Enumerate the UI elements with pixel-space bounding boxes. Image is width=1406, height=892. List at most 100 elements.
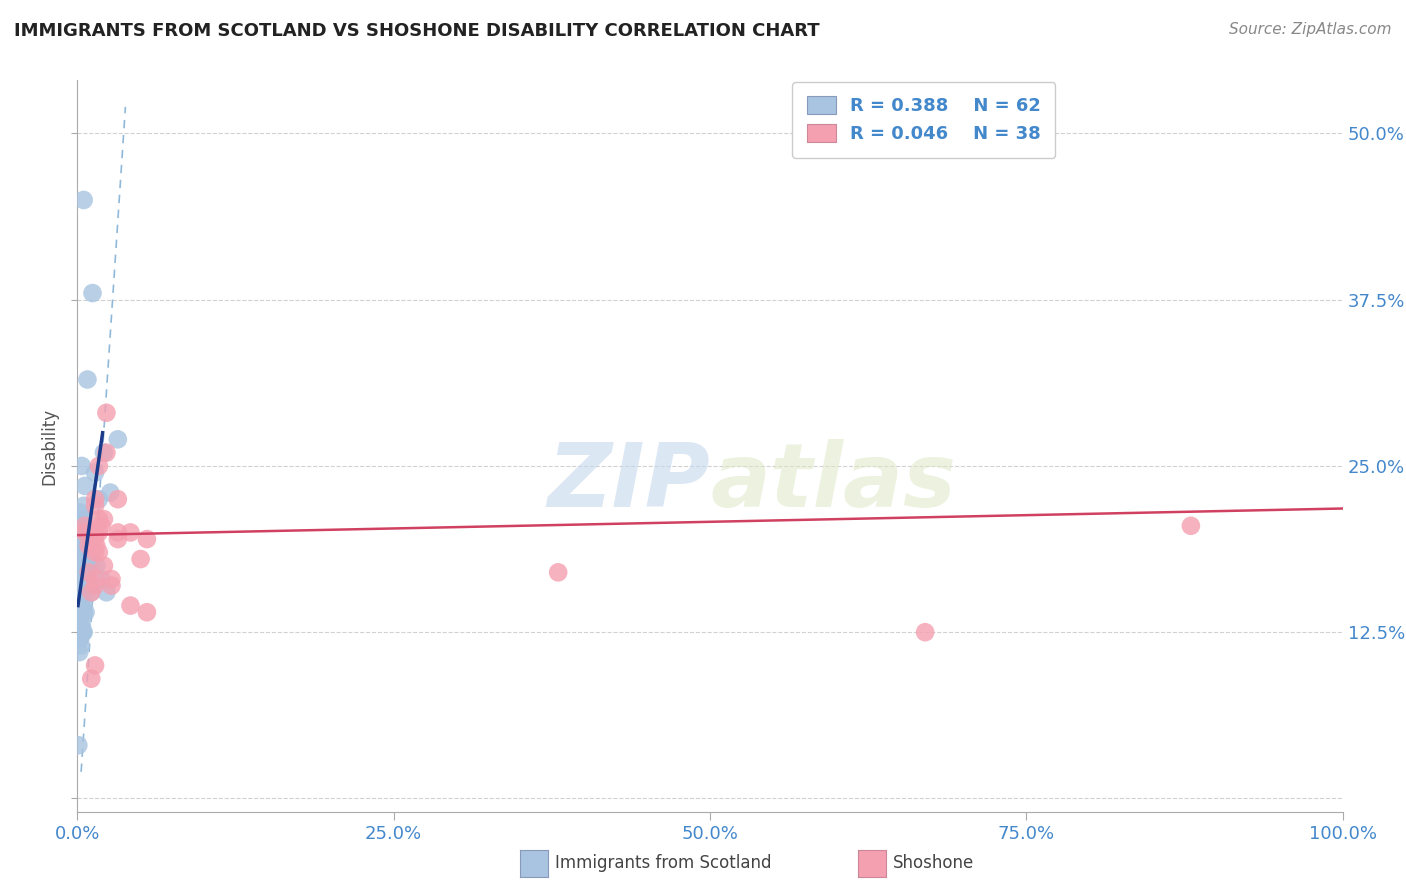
Point: [70, 591, 93, 606]
Legend: R = 0.388    N = 62, R = 0.046    N = 38: R = 0.388 N = 62, R = 0.046 N = 38: [792, 82, 1056, 158]
Point: [72, 518, 94, 533]
Point: [87, 525, 110, 540]
Point: [84, 466, 107, 480]
Point: [77, 549, 100, 564]
Point: [87, 545, 110, 559]
Point: [73, 605, 96, 619]
Point: [80, 672, 103, 686]
Point: [107, 433, 129, 447]
Point: [73, 193, 96, 207]
Point: [86, 539, 108, 553]
Point: [70, 525, 93, 540]
Point: [84, 499, 107, 513]
Point: [80, 532, 103, 546]
Point: [76, 372, 98, 386]
Point: [93, 445, 115, 459]
Point: [73, 599, 96, 613]
Point: [77, 552, 100, 566]
Point: [84, 658, 107, 673]
Point: [80, 585, 103, 599]
Point: [73, 568, 96, 582]
Point: [76, 545, 98, 559]
Point: [70, 639, 93, 653]
Point: [69, 612, 91, 626]
Text: ZIP: ZIP: [547, 439, 710, 526]
Point: [84, 492, 107, 507]
Point: [73, 512, 96, 526]
Point: [82, 286, 104, 301]
Point: [67, 605, 90, 619]
Point: [80, 585, 103, 599]
Point: [77, 539, 100, 553]
Point: [96, 445, 118, 459]
Point: [75, 566, 97, 580]
Point: [84, 579, 107, 593]
Point: [87, 512, 110, 526]
Point: [70, 525, 93, 540]
Point: [77, 566, 100, 580]
Point: [120, 599, 142, 613]
Point: [76, 541, 98, 556]
Point: [69, 506, 91, 520]
Point: [107, 532, 129, 546]
Point: [67, 632, 90, 646]
Point: [90, 518, 112, 533]
Point: [75, 536, 97, 550]
Point: [73, 518, 96, 533]
Point: [77, 582, 100, 596]
Point: [84, 572, 107, 586]
Text: IMMIGRANTS FROM SCOTLAND VS SHOSHONE DISABILITY CORRELATION CHART: IMMIGRANTS FROM SCOTLAND VS SHOSHONE DIS…: [14, 22, 820, 40]
Point: [98, 485, 121, 500]
Point: [73, 479, 96, 493]
Point: [93, 512, 115, 526]
Text: Source: ZipAtlas.com: Source: ZipAtlas.com: [1229, 22, 1392, 37]
Point: [79, 579, 101, 593]
Point: [67, 612, 90, 626]
Point: [87, 458, 110, 473]
Point: [70, 618, 93, 632]
Point: [93, 558, 115, 573]
Text: Immigrants from Scotland: Immigrants from Scotland: [555, 855, 772, 872]
Point: [70, 528, 93, 542]
Point: [914, 625, 936, 640]
Point: [72, 532, 94, 546]
Text: Shoshone: Shoshone: [893, 855, 974, 872]
Point: [76, 572, 98, 586]
Point: [70, 555, 93, 569]
Point: [86, 558, 108, 573]
Point: [90, 572, 112, 586]
Point: [75, 576, 97, 591]
Point: [100, 572, 122, 586]
Point: [72, 625, 94, 640]
Text: atlas: atlas: [710, 439, 956, 526]
Point: [69, 632, 91, 646]
Point: [136, 532, 159, 546]
Point: [72, 563, 94, 577]
Point: [75, 605, 97, 619]
Point: [72, 539, 94, 553]
Point: [73, 539, 96, 553]
Point: [80, 545, 103, 559]
Point: [107, 525, 129, 540]
Point: [67, 618, 90, 632]
Point: [70, 618, 93, 632]
Point: [73, 625, 96, 640]
Point: [75, 566, 97, 580]
Point: [84, 532, 107, 546]
Point: [79, 558, 101, 573]
Point: [73, 499, 96, 513]
Point: [70, 591, 93, 606]
Point: [136, 605, 159, 619]
Point: [73, 552, 96, 566]
Point: [67, 512, 90, 526]
Point: [73, 525, 96, 540]
Point: [129, 552, 152, 566]
Point: [120, 525, 142, 540]
Point: [96, 585, 118, 599]
Point: [547, 566, 569, 580]
Point: [84, 545, 107, 559]
Point: [87, 492, 110, 507]
Point: [107, 492, 129, 507]
Point: [69, 585, 91, 599]
Point: [84, 525, 107, 540]
